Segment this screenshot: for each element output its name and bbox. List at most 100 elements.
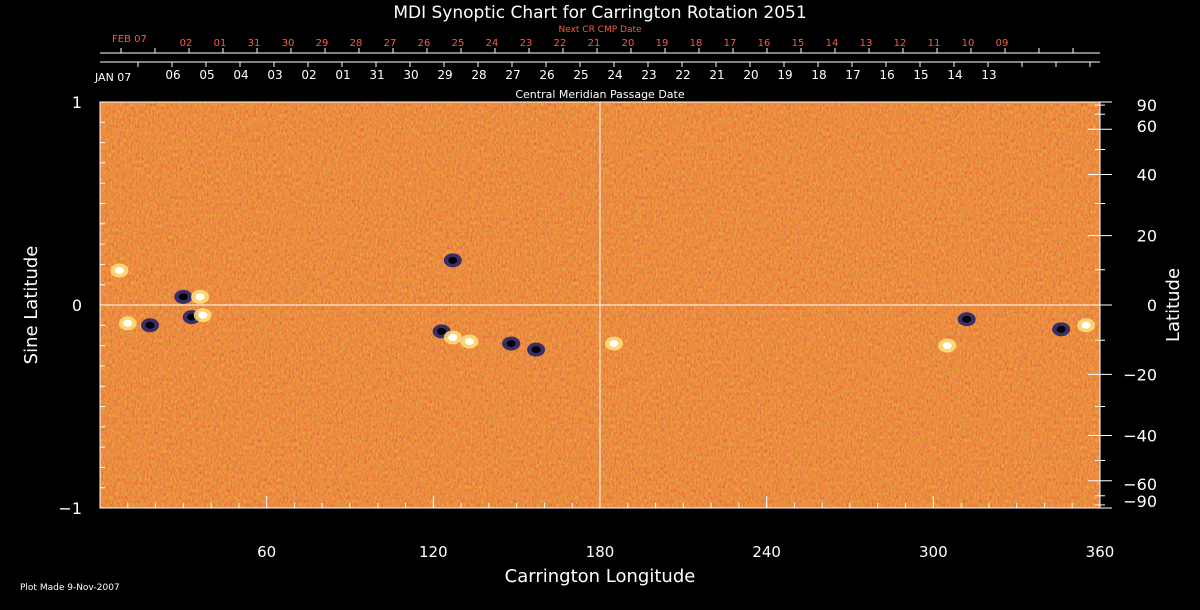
active-region-core-7: [437, 327, 447, 335]
active-region-core-12: [448, 256, 458, 264]
cmp-axis-title: Central Meridian Passage Date: [515, 88, 684, 101]
next-cr-date-label-8: 25: [452, 38, 465, 49]
cmp-date-label-24: 13: [981, 68, 996, 82]
active-region-core-15: [942, 342, 952, 350]
active-region-core-17: [1056, 325, 1066, 333]
active-region-core-2: [178, 293, 188, 301]
cmp-date-label-18: 19: [777, 68, 792, 82]
x-tick-label-120: 120: [419, 543, 448, 561]
cmp-date-label-1: 05: [199, 68, 214, 82]
active-region-core-14: [962, 315, 972, 323]
cmp-date-label-19: 18: [811, 68, 826, 82]
next-cr-date-label-19: 14: [826, 38, 839, 49]
active-region-core-10: [506, 340, 516, 348]
cmp-date-label-10: 27: [505, 68, 520, 82]
next-cr-date-label-13: 20: [622, 38, 635, 49]
active-region-core-16: [1081, 321, 1091, 329]
cmp-date-label-0: 06: [165, 68, 180, 82]
cmp-date-label-13: 24: [607, 68, 622, 82]
cmp-date-label-7: 30: [403, 68, 418, 82]
x-tick-label-360: 360: [1086, 543, 1115, 561]
next-cr-date-label-14: 19: [656, 38, 669, 49]
x-tick-label-60: 60: [257, 543, 276, 561]
cmp-date-label-3: 03: [267, 68, 282, 82]
next-cr-date-label-23: 10: [962, 38, 975, 49]
active-region-core-5: [195, 293, 205, 301]
active-region-core-4: [198, 311, 208, 319]
y-right-tick-label-2: 40: [1137, 166, 1157, 185]
active-region-core-8: [448, 333, 458, 341]
active-region-core-0: [123, 319, 133, 327]
active-region-core-6: [114, 266, 124, 274]
next-cr-date-label-18: 15: [792, 38, 805, 49]
next-cr-date-label-10: 23: [520, 38, 533, 49]
y-left-tick-label-1: 0: [72, 296, 82, 315]
chart-title: MDI Synoptic Chart for Carrington Rotati…: [393, 3, 806, 23]
x-tick-label-180: 180: [586, 543, 615, 561]
x-tick-label-240: 240: [752, 543, 781, 561]
next-cr-date-label-5: 28: [350, 38, 363, 49]
cmp-date-label-12: 25: [573, 68, 588, 82]
next-cr-month-label: FEB 07: [112, 34, 147, 45]
next-cr-date-label-11: 22: [554, 38, 567, 49]
next-cr-date-label-24: 09: [996, 38, 1009, 49]
active-regions: [110, 253, 1096, 357]
cmp-date-label-8: 29: [437, 68, 452, 82]
next-cr-date-label-0: 02: [180, 38, 193, 49]
next-cr-date-label-2: 31: [248, 38, 261, 49]
plot-made-note: Plot Made 9-Nov-2007: [20, 583, 120, 593]
cmp-date-label-4: 02: [301, 68, 316, 82]
next-cr-date-label-16: 17: [724, 38, 737, 49]
y-right-tick-label-6: −40: [1123, 426, 1157, 445]
cmp-date-label-22: 15: [913, 68, 928, 82]
next-cr-date-label-3: 30: [282, 38, 295, 49]
y-right-tick-label-8: −90: [1123, 492, 1157, 511]
active-region-core-1: [145, 321, 155, 329]
cmp-date-label-5: 01: [335, 68, 350, 82]
next-cr-date-label-9: 24: [486, 38, 499, 49]
x-axis-title: Carrington Longitude: [505, 566, 696, 587]
next-cr-date-label-6: 27: [384, 38, 397, 49]
y-right-tick-label-1: 60: [1137, 117, 1157, 136]
cmp-date-label-6: 31: [369, 68, 384, 82]
cmp-date-label-2: 04: [233, 68, 248, 82]
date-axes: 06 05 04 03 02 01 31 30 29 28 27 26 25 24 23 22 21 20 19 18…: [100, 38, 1100, 82]
active-region-core-13: [609, 340, 619, 348]
y-right-tick-label-7: −60: [1123, 475, 1157, 494]
cmp-date-label-20: 17: [845, 68, 860, 82]
next-cr-date-label-17: 16: [758, 38, 771, 49]
y-axis-right-title: Latitude: [1163, 268, 1184, 342]
cmp-date-label-15: 22: [675, 68, 690, 82]
cmp-date-label-14: 23: [641, 68, 656, 82]
next-cr-date-label-1: 01: [214, 38, 227, 49]
cmp-month-label: JAN 07: [94, 71, 131, 84]
cmp-date-label-9: 28: [471, 68, 486, 82]
cmp-date-label-17: 20: [743, 68, 758, 82]
y-left-tick-label-0: 1: [72, 93, 82, 112]
y-right-tick-label-0: 90: [1137, 96, 1157, 115]
x-tick-label-300: 300: [919, 543, 948, 561]
next-cr-date-label-22: 11: [928, 38, 941, 49]
y-right-tick-label-4: 0: [1147, 296, 1157, 315]
y-left-tick-label-2: −1: [58, 499, 82, 518]
cmp-date-label-23: 14: [947, 68, 962, 82]
next-cr-date-label-15: 18: [690, 38, 703, 49]
active-region-core-11: [531, 346, 541, 354]
x-axis: 60 120 180 240 300 360: [127, 496, 1115, 561]
next-cr-date-label-20: 13: [860, 38, 873, 49]
y-right-tick-label-5: −20: [1123, 365, 1157, 384]
active-region-core-9: [464, 338, 474, 346]
cmp-date-label-21: 16: [879, 68, 894, 82]
next-cr-date-label-12: 21: [588, 38, 601, 49]
next-cr-date-label-4: 29: [316, 38, 329, 49]
cmp-date-label-16: 21: [709, 68, 724, 82]
y-axis-left: 1 0 −1: [58, 93, 112, 518]
cmp-date-label-11: 26: [539, 68, 554, 82]
crosshair-lines: [100, 102, 1100, 508]
y-right-tick-label-3: 20: [1137, 227, 1157, 246]
y-axis-left-title: Sine Latitude: [21, 246, 42, 365]
next-cr-date-label-7: 26: [418, 38, 431, 49]
next-cr-axis-title: Next CR CMP Date: [558, 25, 642, 35]
y-axis-right: 90 60 40 20 0 −20 −40 −60−90: [1088, 96, 1157, 511]
